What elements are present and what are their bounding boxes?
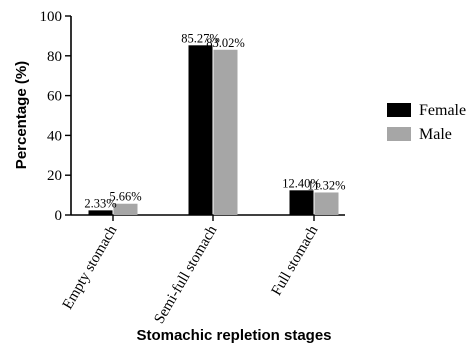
y-tick-label: 100 <box>40 9 63 25</box>
bar-female-1 <box>188 45 213 215</box>
legend-swatch-male <box>387 127 411 141</box>
bars <box>88 45 339 216</box>
y-axis: 0 20 40 60 80 100 <box>40 9 72 224</box>
y-tick-label: 20 <box>47 168 62 184</box>
legend: Female Male <box>387 102 466 143</box>
data-labels: 2.33%5.66% 85.27%83.02% 12.40%11.32% <box>84 31 345 210</box>
category-labels: Empty stomach Semi-full stomach Full stoma… <box>60 223 322 327</box>
data-label: 12.40% <box>282 176 321 190</box>
y-tick-label: 80 <box>47 49 62 65</box>
data-label: 5.66% <box>109 190 141 204</box>
bar-female-2 <box>289 190 314 215</box>
data-label: 83.02% <box>206 36 245 50</box>
y-tick-label: 60 <box>47 89 62 105</box>
bar-male-0 <box>113 203 138 215</box>
category-label: Empty stomach <box>60 223 121 313</box>
y-tick-label: 40 <box>47 128 62 144</box>
data-label: 2.33% <box>84 196 116 210</box>
bar-female-0 <box>88 210 113 215</box>
data-label: 11.32% <box>307 178 345 192</box>
legend-label-female: Female <box>419 102 466 119</box>
bar-male-2 <box>314 192 339 215</box>
bar-male-1 <box>213 49 238 216</box>
x-axis <box>71 214 345 221</box>
legend-swatch-female <box>387 103 411 117</box>
x-axis-label: Stomachic repletion stages <box>136 327 331 344</box>
y-tick-label: 0 <box>55 208 63 224</box>
y-axis-label: Percentage (%) <box>13 61 30 169</box>
legend-label-male: Male <box>419 126 452 143</box>
category-label: Semi-full stomach <box>151 223 220 327</box>
category-label: Full stomach <box>269 223 322 299</box>
data-label: 85.27% <box>181 31 220 45</box>
